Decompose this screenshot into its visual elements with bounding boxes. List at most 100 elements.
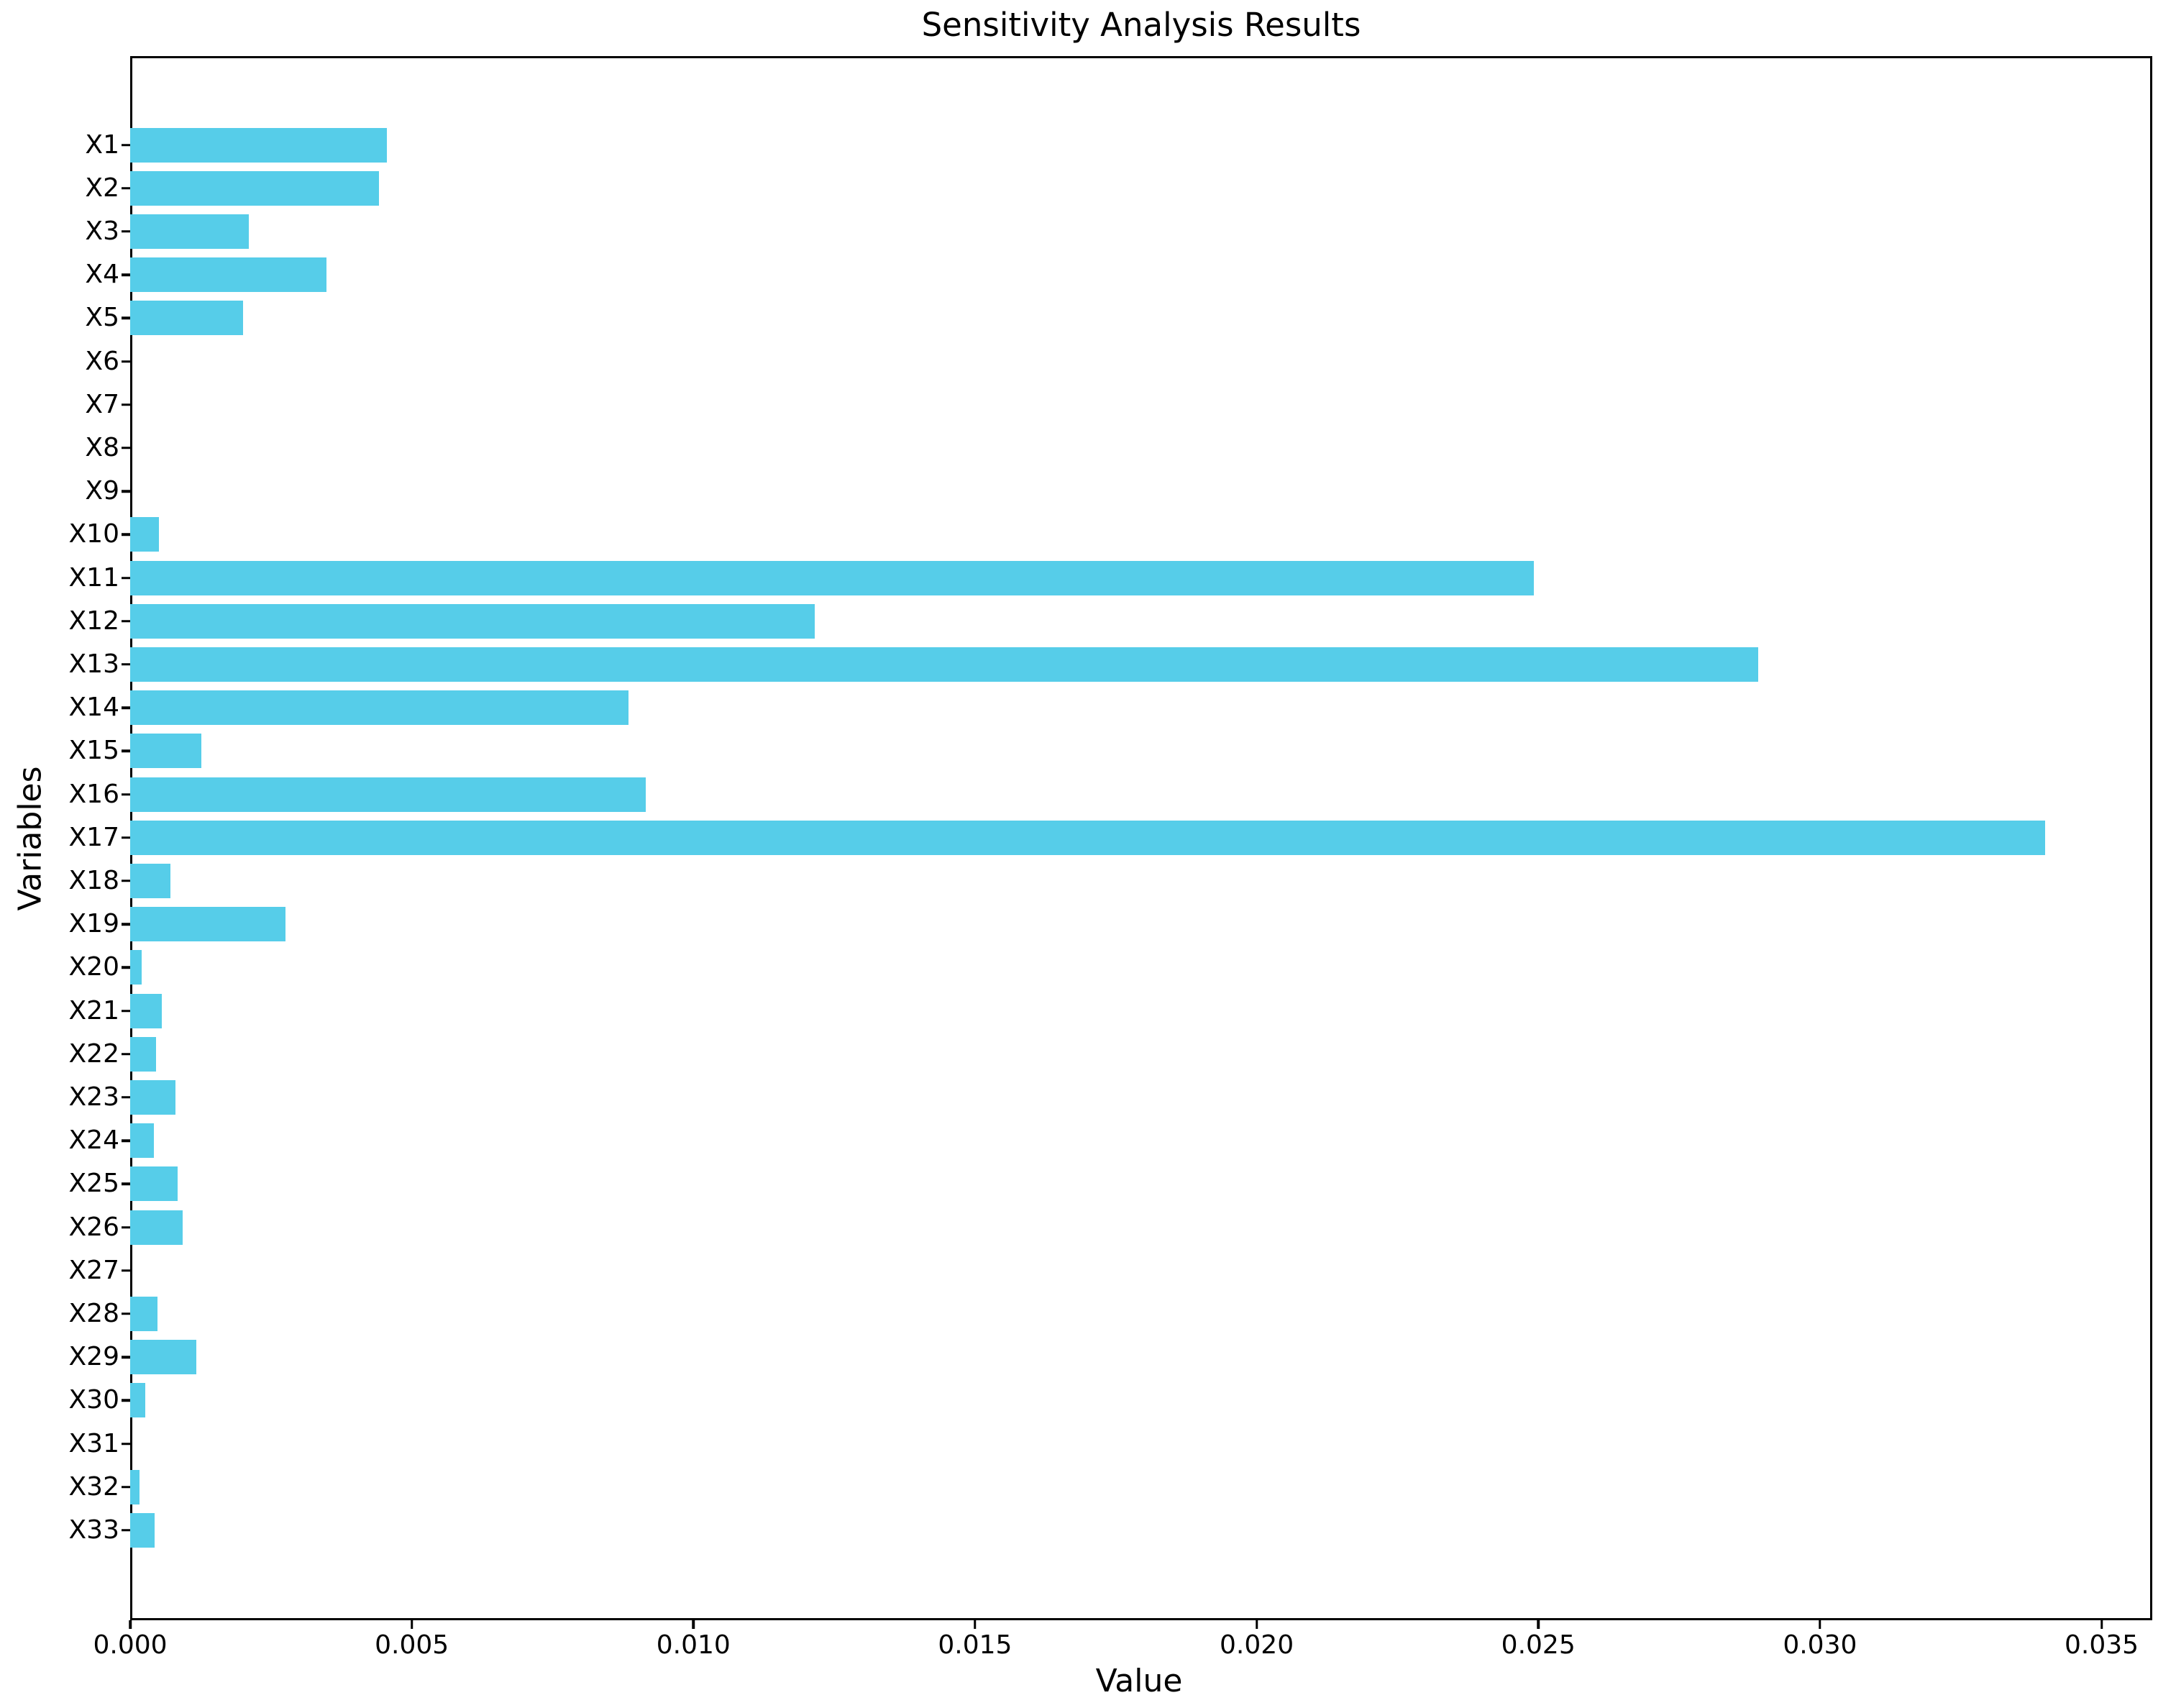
y-tick-label-X32: X32 <box>68 1471 119 1502</box>
y-tick-mark-X4 <box>122 273 130 276</box>
y-tick-label-X6: X6 <box>85 346 119 376</box>
x-tick-mark-0.025 <box>1537 1620 1540 1629</box>
y-tick-mark-X26 <box>122 1225 130 1229</box>
y-tick-label-X8: X8 <box>85 432 119 462</box>
x-tick-mark-0.010 <box>692 1620 695 1629</box>
y-tick-label-X21: X21 <box>68 995 119 1026</box>
x-tick-mark-0.015 <box>974 1620 977 1629</box>
y-tick-mark-X6 <box>122 360 130 363</box>
y-tick-mark-X22 <box>122 1052 130 1056</box>
bar-X29 <box>130 1340 196 1375</box>
y-tick-label-X33: X33 <box>68 1515 119 1545</box>
x-tick-mark-0.000 <box>129 1620 132 1629</box>
bar-X18 <box>130 863 171 898</box>
y-tick-label-X26: X26 <box>68 1212 119 1242</box>
bar-X32 <box>130 1469 140 1504</box>
y-tick-mark-X9 <box>122 490 130 493</box>
y-tick-label-X17: X17 <box>68 822 119 852</box>
y-tick-mark-X17 <box>122 836 130 839</box>
y-tick-label-X10: X10 <box>68 519 119 549</box>
y-tick-label-X4: X4 <box>85 260 119 290</box>
y-tick-label-X11: X11 <box>68 562 119 593</box>
x-tick-mark-0.030 <box>1819 1620 1821 1629</box>
y-tick-mark-X31 <box>122 1442 130 1446</box>
bar-X28 <box>130 1296 157 1331</box>
y-tick-mark-X19 <box>122 923 130 926</box>
y-tick-label-X22: X22 <box>68 1038 119 1069</box>
y-tick-label-X16: X16 <box>68 779 119 809</box>
bar-X25 <box>130 1166 178 1202</box>
bar-X24 <box>130 1123 154 1159</box>
y-tick-mark-X1 <box>122 143 130 147</box>
y-tick-mark-X29 <box>122 1356 130 1358</box>
y-tick-mark-X8 <box>122 447 130 449</box>
bar-X26 <box>130 1210 183 1245</box>
y-tick-mark-X23 <box>122 1096 130 1099</box>
y-tick-label-X1: X1 <box>85 129 119 160</box>
x-tick-label-0.025: 0.025 <box>1501 1630 1576 1660</box>
y-tick-label-X2: X2 <box>85 173 119 203</box>
y-tick-label-X13: X13 <box>68 649 119 679</box>
y-tick-label-X30: X30 <box>68 1385 119 1415</box>
y-tick-mark-X11 <box>122 576 130 580</box>
y-tick-label-X3: X3 <box>85 216 119 246</box>
bar-X22 <box>130 1036 157 1072</box>
x-tick-label-0.010: 0.010 <box>656 1630 731 1660</box>
x-tick-label-0.020: 0.020 <box>1220 1630 1294 1660</box>
bar-X17 <box>130 820 2046 855</box>
y-tick-label-X15: X15 <box>68 736 119 766</box>
y-tick-mark-X10 <box>122 533 130 536</box>
y-tick-label-X28: X28 <box>68 1298 119 1328</box>
x-tick-label-0.035: 0.035 <box>2064 1630 2139 1660</box>
y-tick-mark-X30 <box>122 1399 130 1402</box>
y-tick-mark-X32 <box>122 1485 130 1489</box>
y-tick-label-X31: X31 <box>68 1428 119 1458</box>
x-tick-mark-0.035 <box>2100 1620 2103 1629</box>
y-tick-mark-X7 <box>122 403 130 406</box>
bar-X4 <box>130 257 327 293</box>
y-tick-mark-X27 <box>122 1269 130 1272</box>
y-tick-mark-X5 <box>122 316 130 320</box>
y-tick-mark-X28 <box>122 1312 130 1315</box>
y-tick-mark-X18 <box>122 880 130 882</box>
y-tick-mark-X14 <box>122 706 130 709</box>
x-tick-label-0.000: 0.000 <box>93 1630 168 1660</box>
y-tick-mark-X12 <box>122 619 130 623</box>
y-tick-label-X18: X18 <box>68 865 119 895</box>
y-tick-label-X23: X23 <box>68 1082 119 1112</box>
bar-X21 <box>130 993 162 1028</box>
y-tick-label-X27: X27 <box>68 1255 119 1285</box>
y-tick-mark-X13 <box>122 663 130 666</box>
bar-X12 <box>130 603 815 639</box>
y-axis-label: Variables <box>12 766 49 911</box>
y-tick-mark-X21 <box>122 1009 130 1013</box>
chart-title: Sensitivity Analysis Results <box>921 6 1361 44</box>
x-tick-label-0.005: 0.005 <box>375 1630 449 1660</box>
bar-X19 <box>130 907 286 942</box>
bar-X14 <box>130 690 629 726</box>
x-tick-mark-0.020 <box>1255 1620 1258 1629</box>
bar-X1 <box>130 127 388 163</box>
y-tick-mark-X2 <box>122 186 130 190</box>
y-tick-label-X24: X24 <box>68 1125 119 1156</box>
x-tick-mark-0.005 <box>410 1620 413 1629</box>
y-tick-label-X20: X20 <box>68 952 119 982</box>
y-tick-label-X19: X19 <box>68 909 119 939</box>
y-tick-mark-X25 <box>122 1182 130 1186</box>
bar-X5 <box>130 301 244 336</box>
x-tick-label-0.030: 0.030 <box>1783 1630 1857 1660</box>
x-axis-label: Value <box>1095 1663 1183 1699</box>
x-tick-label-0.015: 0.015 <box>938 1630 1012 1660</box>
y-tick-mark-X3 <box>122 230 130 233</box>
y-tick-label-X5: X5 <box>85 303 119 333</box>
bar-X33 <box>130 1512 155 1548</box>
bar-X20 <box>130 950 142 985</box>
y-tick-label-X7: X7 <box>85 389 119 419</box>
y-tick-label-X12: X12 <box>68 606 119 636</box>
y-tick-label-X14: X14 <box>68 693 119 723</box>
y-tick-mark-X24 <box>122 1139 130 1142</box>
bar-X2 <box>130 170 380 206</box>
y-tick-label-X9: X9 <box>85 476 119 506</box>
bar-X11 <box>130 560 1534 595</box>
